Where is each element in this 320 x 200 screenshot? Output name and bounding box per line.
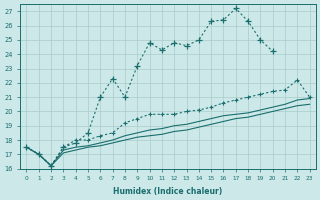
X-axis label: Humidex (Indice chaleur): Humidex (Indice chaleur) <box>114 187 223 196</box>
